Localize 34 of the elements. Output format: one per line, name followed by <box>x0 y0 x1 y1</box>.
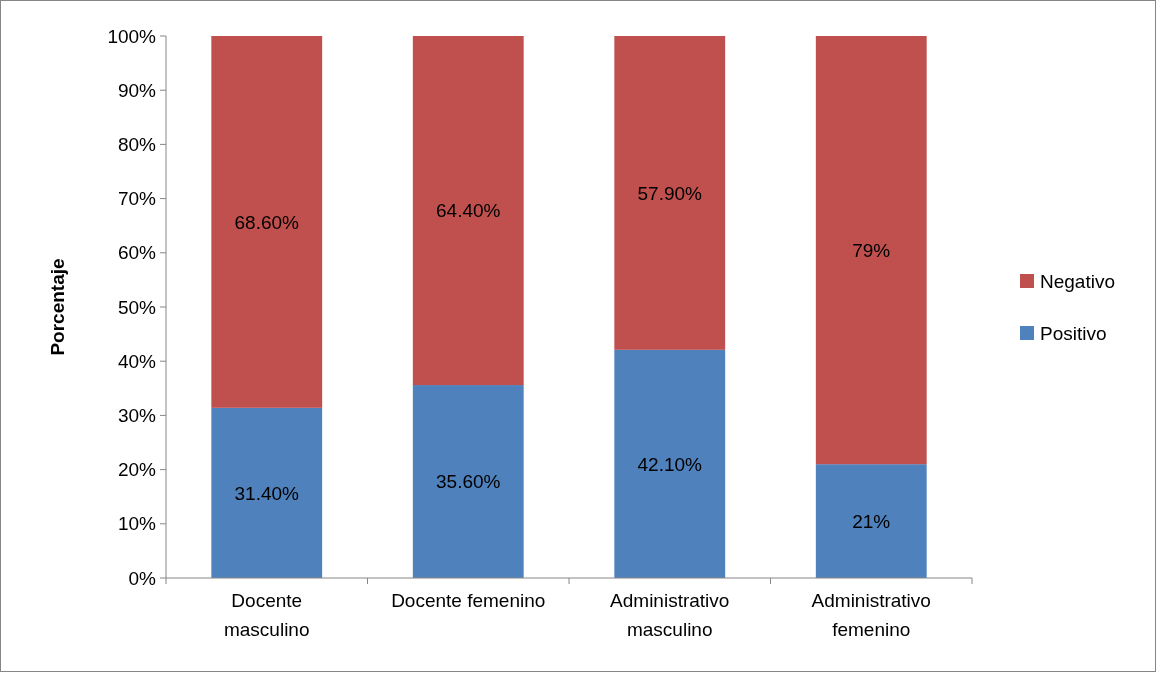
legend-label: Negativo <box>1040 270 1115 292</box>
y-tick-label: 30% <box>117 405 157 427</box>
y-tick-label: 0% <box>128 567 157 589</box>
legend-label: Positivo <box>1040 322 1107 344</box>
x-tick-label: Administrativo masculino <box>610 590 730 640</box>
y-tick-label: 70% <box>117 188 157 210</box>
x-tick-label: Administrativo femenino <box>811 590 931 640</box>
y-tick-label: 90% <box>117 79 157 101</box>
y-tick-label: 50% <box>117 296 157 318</box>
data-label: 79% <box>852 239 891 261</box>
y-axis-title: Porcentaje <box>47 258 68 356</box>
y-tick-label: 20% <box>117 459 157 481</box>
y-tick-label: 40% <box>117 350 157 372</box>
x-tick-label: Docente femenino <box>391 590 546 611</box>
data-label: 21% <box>852 510 891 532</box>
data-label: 42.10% <box>637 453 703 475</box>
data-label: 31.40% <box>234 482 300 504</box>
y-tick-label: 80% <box>117 134 157 156</box>
bar <box>412 385 524 578</box>
y-tick-label: 60% <box>117 242 157 264</box>
bar <box>412 36 524 386</box>
bar <box>211 36 323 408</box>
x-tick-label: Docente masculino <box>223 590 310 640</box>
y-tick-label: 100% <box>107 25 157 47</box>
bar <box>211 407 323 578</box>
bar <box>614 349 726 578</box>
data-label: 35.60% <box>436 471 501 493</box>
bar <box>815 464 927 578</box>
data-label: 57.90% <box>637 182 703 204</box>
bar <box>614 36 726 350</box>
y-tick-label: 10% <box>117 513 157 535</box>
data-label: 68.60% <box>234 211 300 233</box>
bar <box>815 36 927 465</box>
data-label: 64.40% <box>436 200 501 222</box>
